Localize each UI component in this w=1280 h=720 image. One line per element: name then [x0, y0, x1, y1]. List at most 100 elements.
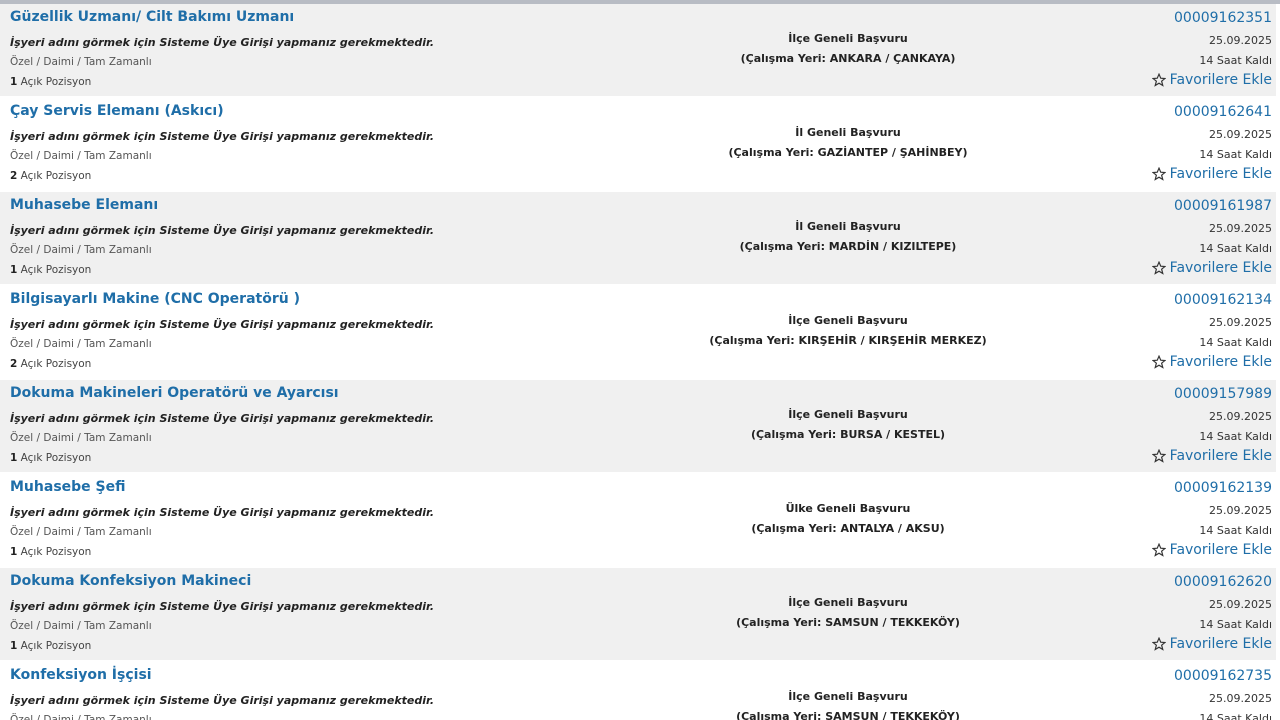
star-icon	[1151, 73, 1166, 87]
add-favorite[interactable]: Favorilere Ekle	[1151, 72, 1272, 88]
application-scope: İl Geneli Başvuru	[795, 126, 901, 139]
listing-id[interactable]: 00009162620	[1174, 574, 1272, 590]
position-label: Açık Pozisyon	[20, 358, 92, 370]
employer-note: İşyeri adını görmek için Sisteme Üye Gir…	[10, 412, 435, 425]
listing-date: 25.09.2025	[1209, 316, 1272, 329]
position-label: Açık Pozisyon	[20, 264, 92, 276]
time-left: 14 Saat Kaldı	[1199, 148, 1272, 161]
position-label: Açık Pozisyon	[20, 76, 92, 88]
star-icon	[1151, 167, 1166, 181]
employer-note: İşyeri adını görmek için Sisteme Üye Gir…	[10, 506, 435, 519]
add-favorite[interactable]: Favorilere Ekle	[1151, 260, 1272, 276]
listing-date: 25.09.2025	[1209, 222, 1272, 235]
time-left: 14 Saat Kaldı	[1199, 524, 1272, 537]
listing-row: Muhasebe Şefi İşyeri adını görmek için Si…	[0, 474, 1276, 566]
listing-date: 25.09.2025	[1209, 128, 1272, 141]
position-count: 1	[10, 264, 18, 276]
add-favorite[interactable]: Favorilere Ekle	[1151, 354, 1272, 370]
job-title[interactable]: Dokuma Makineleri Operatörü ve Ayarcısı	[10, 385, 339, 401]
listing-row: Konfeksiyon İşçisi İşyeri adını görmek iç…	[0, 662, 1276, 720]
employer-note: İşyeri adını görmek için Sisteme Üye Gir…	[10, 36, 435, 49]
star-icon	[1151, 543, 1166, 557]
work-location: (Çalışma Yeri: ANKARA / ÇANKAYA)	[740, 52, 956, 65]
position-label: Açık Pozisyon	[20, 546, 92, 558]
star-icon	[1151, 261, 1166, 275]
time-left: 14 Saat Kaldı	[1199, 54, 1272, 67]
listing-id[interactable]: 00009162641	[1174, 104, 1272, 120]
employment-type: Özel / Daimi / Tam Zamanlı	[10, 244, 152, 256]
position-label: Açık Pozisyon	[20, 452, 92, 464]
application-scope: İl Geneli Başvuru	[795, 220, 901, 233]
listing-id[interactable]: 00009161987	[1174, 198, 1272, 214]
employment-type: Özel / Daimi / Tam Zamanlı	[10, 620, 152, 632]
favorite-label: Favorilere Ekle	[1169, 260, 1272, 276]
add-favorite[interactable]: Favorilere Ekle	[1151, 636, 1272, 652]
listing-row: Çay Servis Elemanı (Askıcı) İşyeri adını …	[0, 98, 1276, 190]
listing-id[interactable]: 00009162735	[1174, 668, 1272, 684]
open-positions: 1 Açık Pozisyon	[10, 640, 91, 652]
time-left: 14 Saat Kaldı	[1199, 336, 1272, 349]
listing-row: Dokuma Makineleri Operatörü ve Ayarcısı İ…	[0, 380, 1276, 472]
listing-row: Dokuma Konfeksiyon Makineci İşyeri adını …	[0, 568, 1276, 660]
work-location: (Çalışma Yeri: MARDİN / KIZILTEPE)	[739, 240, 957, 253]
employment-type: Özel / Daimi / Tam Zamanlı	[10, 56, 152, 68]
employment-type: Özel / Daimi / Tam Zamanlı	[10, 338, 152, 350]
listing-row: Güzellik Uzmanı/ Cilt Bakımı Uzmanı İşyer…	[0, 4, 1276, 96]
favorite-label: Favorilere Ekle	[1169, 636, 1272, 652]
open-positions: 2 Açık Pozisyon	[10, 358, 91, 370]
employer-note: İşyeri adını görmek için Sisteme Üye Gir…	[10, 130, 435, 143]
employer-note: İşyeri adını görmek için Sisteme Üye Gir…	[10, 224, 435, 237]
time-left: 14 Saat Kaldı	[1199, 618, 1272, 631]
position-count: 1	[10, 640, 18, 652]
listing-id[interactable]: 00009157989	[1174, 386, 1272, 402]
listing-id[interactable]: 00009162139	[1174, 480, 1272, 496]
job-title[interactable]: Çay Servis Elemanı (Askıcı)	[10, 103, 224, 119]
position-label: Açık Pozisyon	[20, 640, 92, 652]
employer-note: İşyeri adını görmek için Sisteme Üye Gir…	[10, 318, 435, 331]
position-count: 1	[10, 452, 18, 464]
star-icon	[1151, 637, 1166, 651]
favorite-label: Favorilere Ekle	[1169, 542, 1272, 558]
job-title[interactable]: Bilgisayarlı Makine (CNC Operatörü )	[10, 291, 300, 307]
employment-type: Özel / Daimi / Tam Zamanlı	[10, 526, 152, 538]
employment-type: Özel / Daimi / Tam Zamanlı	[10, 150, 152, 162]
listing-date: 25.09.2025	[1209, 410, 1272, 423]
work-location: (Çalışma Yeri: SAMSUN / TEKKEKÖY)	[736, 710, 960, 720]
favorite-label: Favorilere Ekle	[1169, 448, 1272, 464]
application-scope: İlçe Geneli Başvuru	[788, 408, 908, 421]
add-favorite[interactable]: Favorilere Ekle	[1151, 542, 1272, 558]
listing-id[interactable]: 00009162351	[1174, 10, 1272, 26]
job-title[interactable]: Muhasebe Elemanı	[10, 197, 159, 213]
application-scope: İlçe Geneli Başvuru	[788, 32, 908, 45]
employer-note: İşyeri adını görmek için Sisteme Üye Gir…	[10, 600, 435, 613]
listing-date: 25.09.2025	[1209, 34, 1272, 47]
job-title[interactable]: Muhasebe Şefi	[10, 479, 126, 495]
time-left: 14 Saat Kaldı	[1199, 430, 1272, 443]
favorite-label: Favorilere Ekle	[1169, 166, 1272, 182]
time-left: 14 Saat Kaldı	[1199, 712, 1272, 720]
job-title[interactable]: Dokuma Konfeksiyon Makineci	[10, 573, 252, 589]
application-scope: İlçe Geneli Başvuru	[788, 314, 908, 327]
application-scope: Ülke Geneli Başvuru	[785, 502, 911, 515]
position-count: 2	[10, 358, 18, 370]
open-positions: 1 Açık Pozisyon	[10, 264, 91, 276]
work-location: (Çalışma Yeri: GAZİANTEP / ŞAHİNBEY)	[728, 146, 968, 159]
employer-note: İşyeri adını görmek için Sisteme Üye Gir…	[10, 694, 435, 707]
open-positions: 1 Açık Pozisyon	[10, 452, 91, 464]
employment-type: Özel / Daimi / Tam Zamanlı	[10, 714, 152, 720]
application-scope: İlçe Geneli Başvuru	[788, 596, 908, 609]
add-favorite[interactable]: Favorilere Ekle	[1151, 448, 1272, 464]
add-favorite[interactable]: Favorilere Ekle	[1151, 166, 1272, 182]
favorite-label: Favorilere Ekle	[1169, 72, 1272, 88]
application-scope: İlçe Geneli Başvuru	[788, 690, 908, 703]
job-title[interactable]: Güzellik Uzmanı/ Cilt Bakımı Uzmanı	[10, 9, 295, 25]
work-location: (Çalışma Yeri: SAMSUN / TEKKEKÖY)	[736, 616, 960, 629]
listing-id[interactable]: 00009162134	[1174, 292, 1272, 308]
listing-date: 25.09.2025	[1209, 692, 1272, 705]
listing-date: 25.09.2025	[1209, 598, 1272, 611]
open-positions: 2 Açık Pozisyon	[10, 170, 91, 182]
employment-type: Özel / Daimi / Tam Zamanlı	[10, 432, 152, 444]
work-location: (Çalışma Yeri: ANTALYA / AKSU)	[751, 522, 945, 535]
job-title[interactable]: Konfeksiyon İşçisi	[10, 667, 152, 683]
